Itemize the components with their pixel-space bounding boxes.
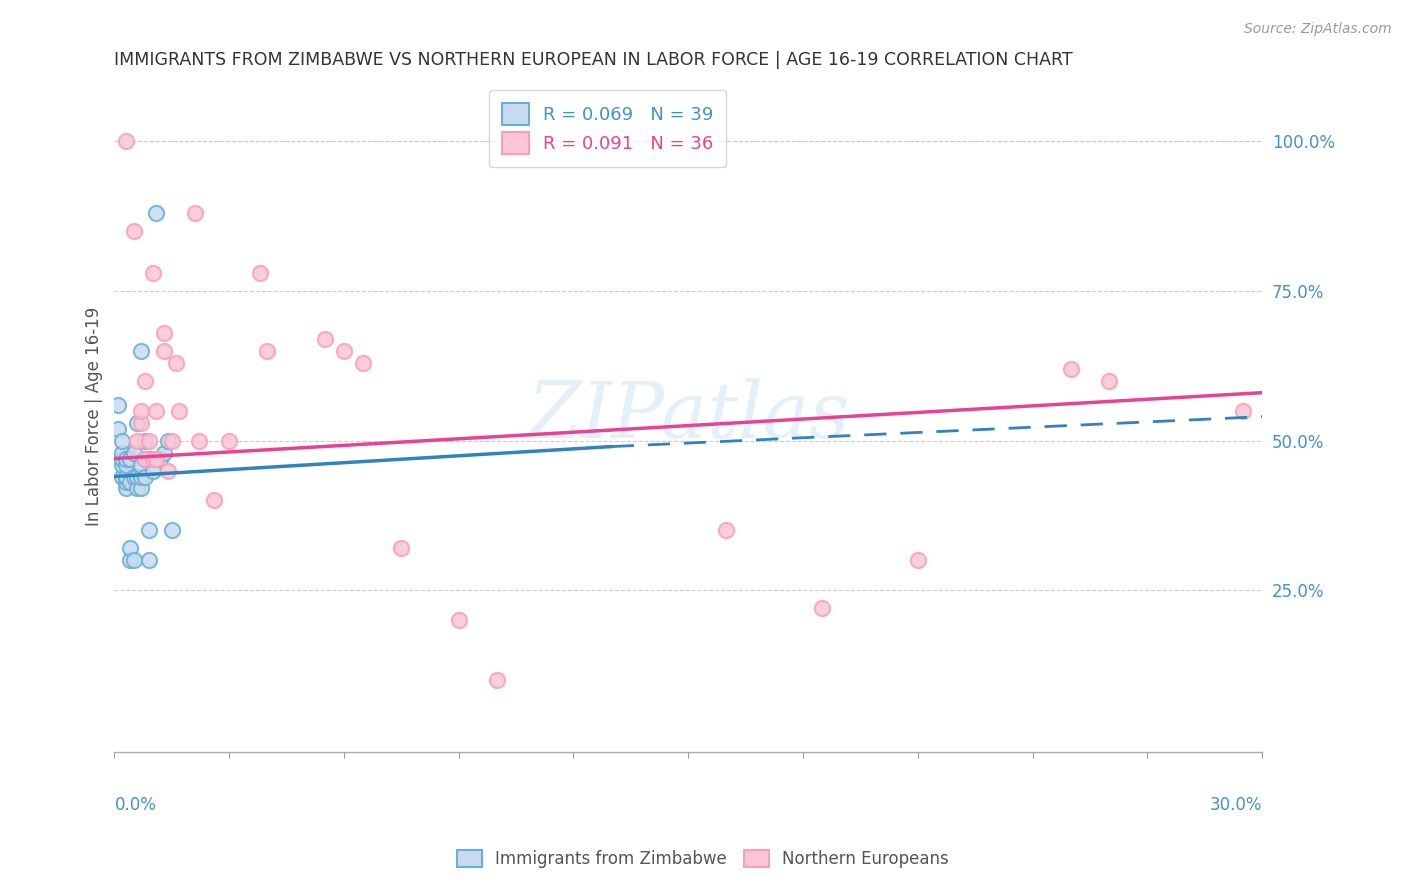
Point: [129, 458, 152, 472]
Point: [142, 451, 165, 466]
Point: [1060, 361, 1083, 376]
Point: [134, 434, 156, 448]
Point: [129, 343, 152, 358]
Point: [111, 445, 134, 459]
Text: Source: ZipAtlas.com: Source: ZipAtlas.com: [1244, 22, 1392, 37]
Text: ZIPatlas: ZIPatlas: [527, 378, 849, 455]
Point: [127, 469, 149, 483]
Point: [115, 469, 138, 483]
Point: [811, 601, 834, 615]
Point: [134, 451, 156, 466]
Point: [118, 553, 141, 567]
Point: [314, 332, 336, 346]
Point: [118, 541, 141, 556]
Point: [115, 451, 138, 466]
Point: [118, 475, 141, 490]
Point: [107, 421, 129, 435]
Point: [160, 434, 183, 448]
Point: [138, 524, 160, 538]
Point: [184, 206, 207, 220]
Point: [145, 206, 167, 220]
Point: [129, 469, 152, 483]
Point: [389, 541, 412, 556]
Point: [129, 403, 152, 417]
Point: [1232, 403, 1254, 417]
Text: 0.0%: 0.0%: [114, 796, 156, 814]
Point: [153, 445, 176, 459]
Point: [165, 356, 187, 370]
Point: [111, 434, 134, 448]
Point: [156, 463, 179, 477]
Point: [138, 451, 160, 466]
Point: [111, 458, 134, 472]
Point: [202, 493, 225, 508]
Point: [156, 434, 179, 448]
Text: 30.0%: 30.0%: [1209, 796, 1263, 814]
Point: [333, 343, 356, 358]
Point: [111, 469, 134, 483]
Point: [138, 553, 160, 567]
Point: [127, 434, 149, 448]
Point: [485, 673, 508, 687]
Point: [153, 326, 176, 340]
Point: [129, 416, 152, 430]
Point: [115, 469, 138, 483]
Point: [122, 469, 145, 483]
Point: [1098, 374, 1121, 388]
Point: [145, 451, 167, 466]
Point: [134, 451, 156, 466]
Point: [187, 434, 209, 448]
Point: [127, 416, 149, 430]
Point: [256, 343, 278, 358]
Point: [716, 524, 738, 538]
Point: [118, 451, 141, 466]
Point: [111, 451, 134, 466]
Point: [127, 482, 149, 496]
Point: [907, 553, 929, 567]
Point: [160, 524, 183, 538]
Point: [115, 134, 138, 148]
Point: [134, 374, 156, 388]
Point: [169, 403, 191, 417]
Point: [138, 434, 160, 448]
Point: [145, 403, 167, 417]
Point: [352, 356, 374, 370]
Legend: R = 0.069   N = 39, R = 0.091   N = 36: R = 0.069 N = 39, R = 0.091 N = 36: [489, 90, 727, 167]
Point: [218, 434, 240, 448]
Point: [142, 266, 165, 280]
Point: [115, 482, 138, 496]
Point: [149, 451, 172, 466]
Point: [129, 482, 152, 496]
Point: [122, 553, 145, 567]
Y-axis label: In Labor Force | Age 16-19: In Labor Force | Age 16-19: [86, 307, 103, 526]
Point: [122, 445, 145, 459]
Point: [153, 343, 176, 358]
Legend: Immigrants from Zimbabwe, Northern Europeans: Immigrants from Zimbabwe, Northern Europ…: [450, 843, 956, 875]
Point: [107, 398, 129, 412]
Text: IMMIGRANTS FROM ZIMBABWE VS NORTHERN EUROPEAN IN LABOR FORCE | AGE 16-19 CORRELA: IMMIGRANTS FROM ZIMBABWE VS NORTHERN EUR…: [114, 51, 1073, 69]
Point: [134, 469, 156, 483]
Point: [115, 475, 138, 490]
Point: [142, 463, 165, 477]
Point: [122, 224, 145, 238]
Point: [447, 613, 470, 627]
Point: [115, 458, 138, 472]
Point: [249, 266, 271, 280]
